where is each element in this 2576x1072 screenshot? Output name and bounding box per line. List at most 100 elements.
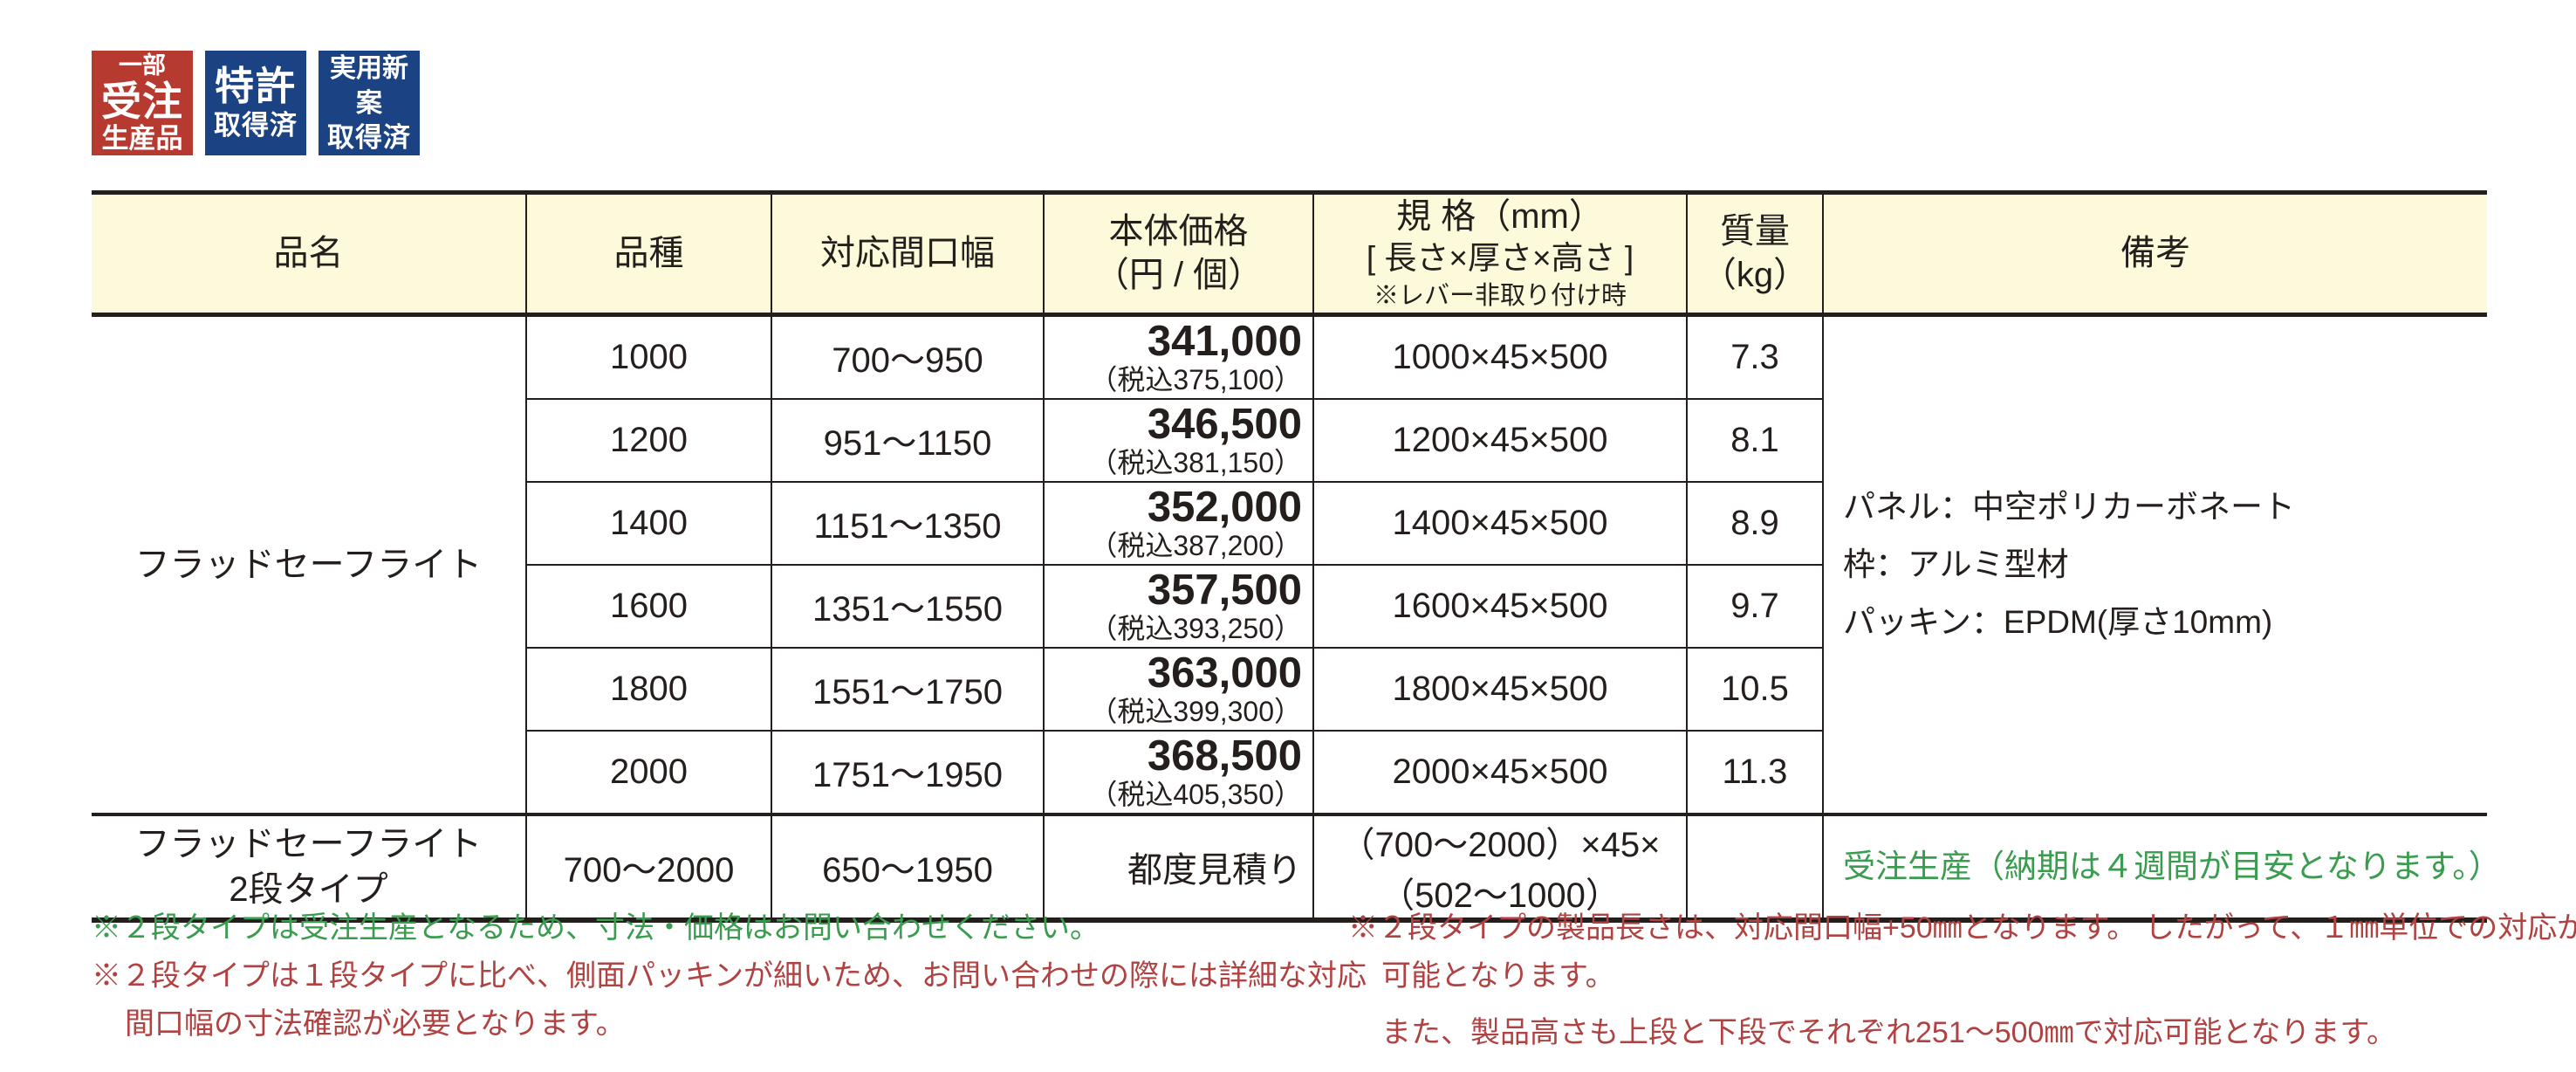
spec-cell: 1200×45×500 xyxy=(1313,398,1688,483)
mass-cell: 8.1 xyxy=(1687,398,1824,483)
price-cell: 368,500 （税込405,350） xyxy=(1044,730,1314,816)
mass-cell: 10.5 xyxy=(1687,647,1824,732)
header-line: 規 格（mm） xyxy=(1396,197,1604,236)
mass-cell: 8.9 xyxy=(1687,481,1824,566)
table-row-two-stage: フラッドセーフライト 2段タイプ 700～2000 650～1950 都度見積り… xyxy=(92,814,2501,923)
variety-cell: 1600 xyxy=(526,564,772,649)
product-name-cell: フラッドセーフライト 2段タイプ xyxy=(92,814,527,923)
product-name-line: 2段タイプ xyxy=(229,869,388,909)
col-header-opening-width: 対応間口幅 xyxy=(771,192,1045,317)
spec-cell: 1400×45×500 xyxy=(1313,481,1688,566)
price-cell: 都度見積り xyxy=(1044,814,1314,923)
price-quote: 都度見積り xyxy=(1127,850,1302,890)
variety-cell: 1400 xyxy=(526,481,772,566)
width-cell: 650～1950 xyxy=(771,814,1045,923)
price-tax-included: （税込405,350） xyxy=(1089,779,1302,810)
spec-line: （700～2000）×45× xyxy=(1339,825,1661,864)
footnotes-right: ※２段タイプの製品長さは、対応間口幅+50㎜となります。 したがって、１㎜単位で… xyxy=(1348,904,2576,1057)
price-cell: 363,000 （税込399,300） xyxy=(1044,647,1314,732)
remarks-cell: 受注生産（納期は４週間が目安となります。） xyxy=(1823,814,2501,923)
spec-cell: 1600×45×500 xyxy=(1313,564,1688,649)
header-line: 質量 xyxy=(1720,212,1790,251)
badge-line: 一部 xyxy=(119,52,166,79)
width-cell: 1351～1550 xyxy=(771,564,1045,649)
badge-patent-acquired: 特許 取得済 xyxy=(205,51,306,155)
price-tax-included: （税込399,300） xyxy=(1089,696,1302,727)
col-header-product-name: 品名 xyxy=(92,192,527,317)
variety-cell: 1000 xyxy=(526,314,772,400)
price-amount: 368,500 xyxy=(1147,732,1302,780)
mass-cell: 11.3 xyxy=(1687,730,1824,816)
badge-line: 特許 xyxy=(214,64,297,108)
spec-cell: （700～2000）×45× （502～1000） xyxy=(1313,814,1688,923)
remarks-line: 枠：アルミ型材 xyxy=(1843,546,2069,582)
variety-cell: 1800 xyxy=(526,647,772,732)
header-row: 品名 品種 対応間口幅 本体価格 （円 / 個） 規 格（mm） [ 長さ×厚さ… xyxy=(92,192,2487,317)
product-name-line: フラッドセーフライト xyxy=(134,824,483,863)
width-cell: 1151～1350 xyxy=(771,481,1045,566)
badge-line: 取得済 xyxy=(327,122,411,153)
remarks-line: パッキン：EPDM(厚さ10mm) xyxy=(1843,603,2273,640)
spec-cell: 2000×45×500 xyxy=(1313,730,1688,816)
footnote: ※２段タイプは１段タイプに比べ、側面パッキンが細いため、お問い合わせの際には詳細… xyxy=(92,959,1367,993)
spec-line: （502～1000） xyxy=(1380,876,1620,915)
product-name-cell: フラッドセーフライト xyxy=(92,314,527,816)
width-cell: 1551～1750 xyxy=(771,647,1045,732)
price-amount: 357,500 xyxy=(1147,567,1302,614)
header-line: （kg） xyxy=(1701,256,1809,295)
width-cell: 1751～1950 xyxy=(771,730,1045,816)
spec-cell: 1000×45×500 xyxy=(1313,314,1688,400)
remarks-line: パネル：中空ポリカーボネート xyxy=(1843,488,2295,525)
price-tax-included: （税込375,100） xyxy=(1089,364,1302,395)
footnotes-left: ※２段タイプは受注生産となるため、寸法・価格はお問い合わせください。 ※２段タイ… xyxy=(92,904,1367,1048)
footnote: ※２段タイプの製品長さは、対応間口幅+50㎜となります。 したがって、１㎜単位で… xyxy=(1348,911,2576,945)
price-tax-included: （税込387,200） xyxy=(1089,530,1302,561)
footnote: 可能となります。 xyxy=(1381,959,1615,993)
header-line: （円 / 個） xyxy=(1093,256,1264,295)
col-header-variety: 品種 xyxy=(526,192,772,317)
price-amount: 346,500 xyxy=(1147,401,1302,448)
badge-line: 受注 xyxy=(101,79,183,124)
mass-cell: 9.7 xyxy=(1687,564,1824,649)
col-header-price: 本体価格 （円 / 個） xyxy=(1044,192,1314,317)
footnote: また、製品高さも上段と下段でそれぞれ251～500㎜で対応可能となります。 xyxy=(1381,1016,2397,1049)
badge-utility-model-acquired: 実用新案 取得済 xyxy=(319,51,420,155)
remarks-cell: パネル：中空ポリカーボネート 枠：アルミ型材 パッキン：EPDM(厚さ10mm) xyxy=(1823,314,2487,816)
table-row: フラッドセーフライト 1000 700～950 341,000 （税込375,1… xyxy=(92,314,2487,816)
variety-cell: 1200 xyxy=(526,398,772,483)
price-tax-included: （税込381,150） xyxy=(1089,447,1302,478)
badge-row: 一部 受注 生産品 特許 取得済 実用新案 取得済 xyxy=(92,51,420,155)
spec-table: 品名 品種 対応間口幅 本体価格 （円 / 個） 規 格（mm） [ 長さ×厚さ… xyxy=(92,190,2501,923)
mass-cell: 7.3 xyxy=(1687,314,1824,400)
width-cell: 700～950 xyxy=(771,314,1045,400)
price-cell: 341,000 （税込375,100） xyxy=(1044,314,1314,400)
price-cell: 357,500 （税込393,250） xyxy=(1044,564,1314,649)
header-line: [ 長さ×厚さ×高さ ] xyxy=(1366,240,1634,276)
footnote: ※２段タイプは受注生産となるため、寸法・価格はお問い合わせください。 xyxy=(92,911,1100,945)
price-tax-included: （税込393,250） xyxy=(1089,613,1302,644)
price-cell: 352,000 （税込387,200） xyxy=(1044,481,1314,566)
header-line: 本体価格 xyxy=(1108,212,1249,251)
width-cell: 951～1150 xyxy=(771,398,1045,483)
price-cell: 346,500 （税込381,150） xyxy=(1044,398,1314,483)
footnote: 間口幅の寸法確認が必要となります。 xyxy=(125,1007,626,1041)
badge-line: 実用新案 xyxy=(330,54,408,118)
badge-line: 取得済 xyxy=(214,110,298,141)
table-row: 1600 1351～1550 357,500 （税込393,250） 1600×… xyxy=(92,564,2487,649)
col-header-remarks: 備考 xyxy=(1823,192,2487,317)
header-line: ※レバー非取り付け時 xyxy=(1373,282,1627,311)
price-amount: 363,000 xyxy=(1147,649,1302,697)
table-row: 1400 1151～1350 352,000 （税込387,200） 1400×… xyxy=(92,481,2487,566)
col-header-spec: 規 格（mm） [ 長さ×厚さ×高さ ] ※レバー非取り付け時 xyxy=(1313,192,1688,317)
badge-line: 生産品 xyxy=(101,123,183,154)
table-row: 1800 1551～1750 363,000 （税込399,300） 1800×… xyxy=(92,647,2487,732)
variety-cell: 2000 xyxy=(526,730,772,816)
table-row: 2000 1751～1950 368,500 （税込405,350） 2000×… xyxy=(92,730,2487,816)
price-amount: 352,000 xyxy=(1147,484,1302,531)
spec-cell: 1800×45×500 xyxy=(1313,647,1688,732)
variety-cell: 700～2000 xyxy=(526,814,772,923)
col-header-mass: 質量 （kg） xyxy=(1687,192,1824,317)
price-amount: 341,000 xyxy=(1147,318,1302,365)
badge-partial-made-to-order: 一部 受注 生産品 xyxy=(92,51,193,155)
